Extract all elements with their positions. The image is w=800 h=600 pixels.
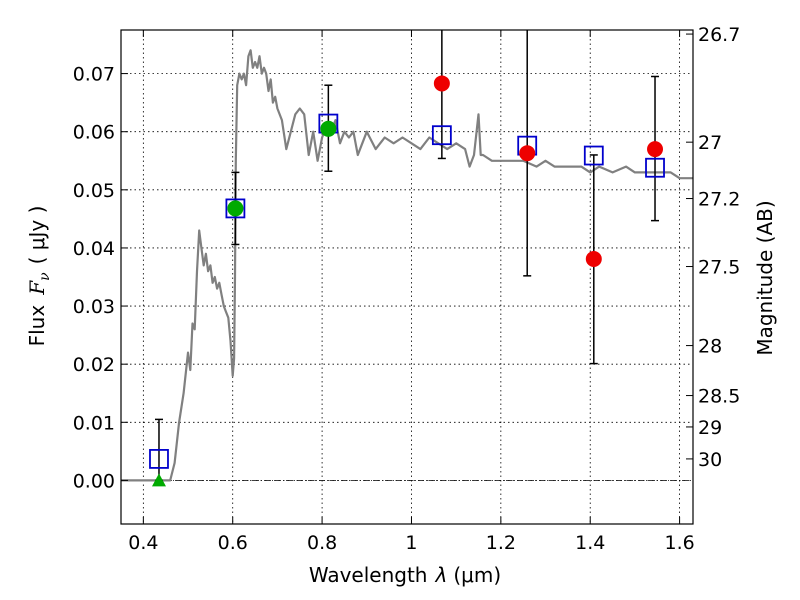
red-point-1 xyxy=(519,145,536,162)
y-tick-label-3: 0.03 xyxy=(73,296,115,318)
plot-frame xyxy=(120,29,694,525)
spectrum-line xyxy=(121,49,693,482)
mag-tick-label-0: 26.7 xyxy=(698,24,740,46)
y-tick-label-5: 0.05 xyxy=(73,180,115,202)
y-axis-subscript: ν xyxy=(37,272,53,281)
mag-tick-label-6: 29 xyxy=(698,417,722,439)
x-tick-label-5: 1.4 xyxy=(575,532,605,554)
red-point-0 xyxy=(433,75,450,92)
grid xyxy=(121,30,693,524)
ticks: 0.4 0.6 0.8 1 1.2 1.4 1.6 0.00 0.01 0.02 0.03 0.04 0… xyxy=(73,24,741,554)
y-axis-label: Flux Fν ( μJy ) xyxy=(25,206,53,347)
x-tick-label-2: 0.8 xyxy=(307,532,337,554)
mag-tick-label-2: 27.2 xyxy=(698,189,740,211)
green-point-0 xyxy=(227,200,244,217)
y-axis-symbol: F xyxy=(25,280,49,296)
x-axis-label: Wavelength λ (μm) xyxy=(309,563,501,587)
model-square-0 xyxy=(149,449,169,469)
green-triangle-0 xyxy=(151,473,166,487)
x-axis-label-text: Wavelength xyxy=(309,563,428,587)
y-tick-label-2: 0.02 xyxy=(73,354,115,376)
y-axis-label-text: Flux xyxy=(25,305,49,347)
y-tick-label-6: 0.06 xyxy=(73,122,115,144)
mag-tick-label-3: 27.5 xyxy=(698,257,740,279)
mag-tick-label-5: 28.5 xyxy=(698,386,740,408)
right-axis-label: Magnitude (AB) xyxy=(753,200,777,355)
mag-tick-label-1: 27 xyxy=(698,132,722,154)
y-tick-label-4: 0.04 xyxy=(73,238,115,260)
x-tick-label-4: 1.2 xyxy=(486,532,516,554)
green-point-1 xyxy=(320,120,337,137)
x-tick-label-0: 0.4 xyxy=(128,532,158,554)
x-axis-symbol: λ xyxy=(435,563,448,587)
mag-tick-label-7: 30 xyxy=(698,449,722,471)
model-square-5 xyxy=(583,145,604,166)
y-tick-label-0: 0.00 xyxy=(73,470,115,492)
model-square-3 xyxy=(431,125,452,146)
y-tick-label-7: 0.07 xyxy=(73,64,115,86)
x-tick-label-3: 1 xyxy=(405,532,417,554)
model-square-1 xyxy=(225,198,246,219)
red-point-2 xyxy=(585,250,602,267)
markers xyxy=(149,75,665,487)
y-axis-unit: ( μJy ) xyxy=(25,206,49,265)
spectrum xyxy=(121,49,693,482)
model-square-6 xyxy=(645,157,665,178)
y-tick-label-1: 0.01 xyxy=(73,412,115,434)
x-axis-unit: (μm) xyxy=(453,563,501,587)
x-tick-label-6: 1.6 xyxy=(664,532,694,554)
red-point-3 xyxy=(647,141,664,158)
x-tick-label-1: 0.6 xyxy=(218,532,248,554)
mag-tick-label-4: 28 xyxy=(698,336,722,358)
